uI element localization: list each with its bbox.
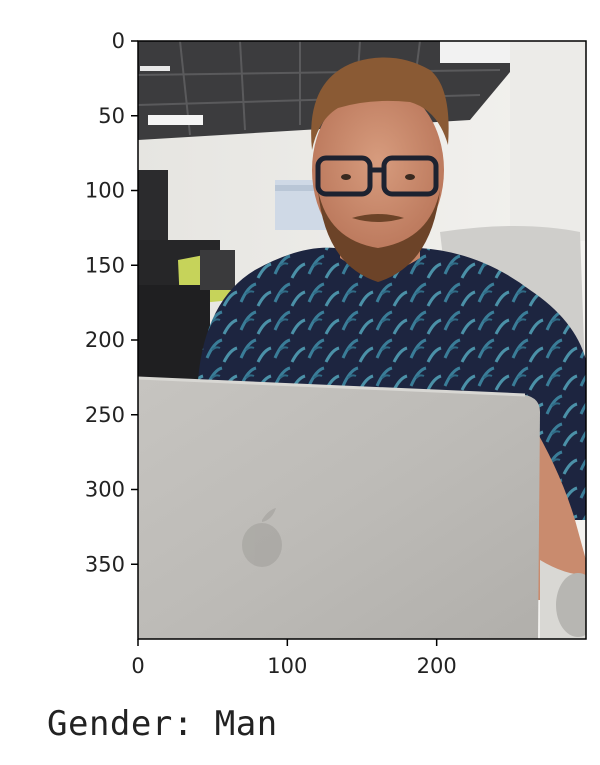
y-tick-label: 150 bbox=[85, 253, 125, 277]
photo-image bbox=[138, 41, 586, 639]
y-tick-label: 100 bbox=[85, 179, 125, 203]
y-tick-label: 0 bbox=[112, 29, 125, 53]
gender-prefix: Gender: bbox=[47, 704, 215, 744]
gender-output: Gender: Man bbox=[47, 704, 278, 744]
gender-value: Man bbox=[214, 704, 278, 744]
y-tick-label: 350 bbox=[85, 552, 125, 576]
plot-figure: 0 50 100 150 200 250 300 350 0 100 200 bbox=[85, 29, 587, 678]
y-tick-label: 250 bbox=[85, 403, 125, 427]
x-tick-label: 200 bbox=[417, 654, 457, 678]
y-tick-label: 200 bbox=[85, 328, 125, 352]
y-tick-label: 50 bbox=[98, 104, 125, 128]
x-tick-label: 0 bbox=[131, 654, 144, 678]
y-tick-label: 300 bbox=[85, 478, 125, 502]
y-axis: 0 50 100 150 200 250 300 350 bbox=[85, 29, 138, 576]
x-axis: 0 100 200 bbox=[131, 639, 457, 678]
x-tick-label: 100 bbox=[267, 654, 307, 678]
